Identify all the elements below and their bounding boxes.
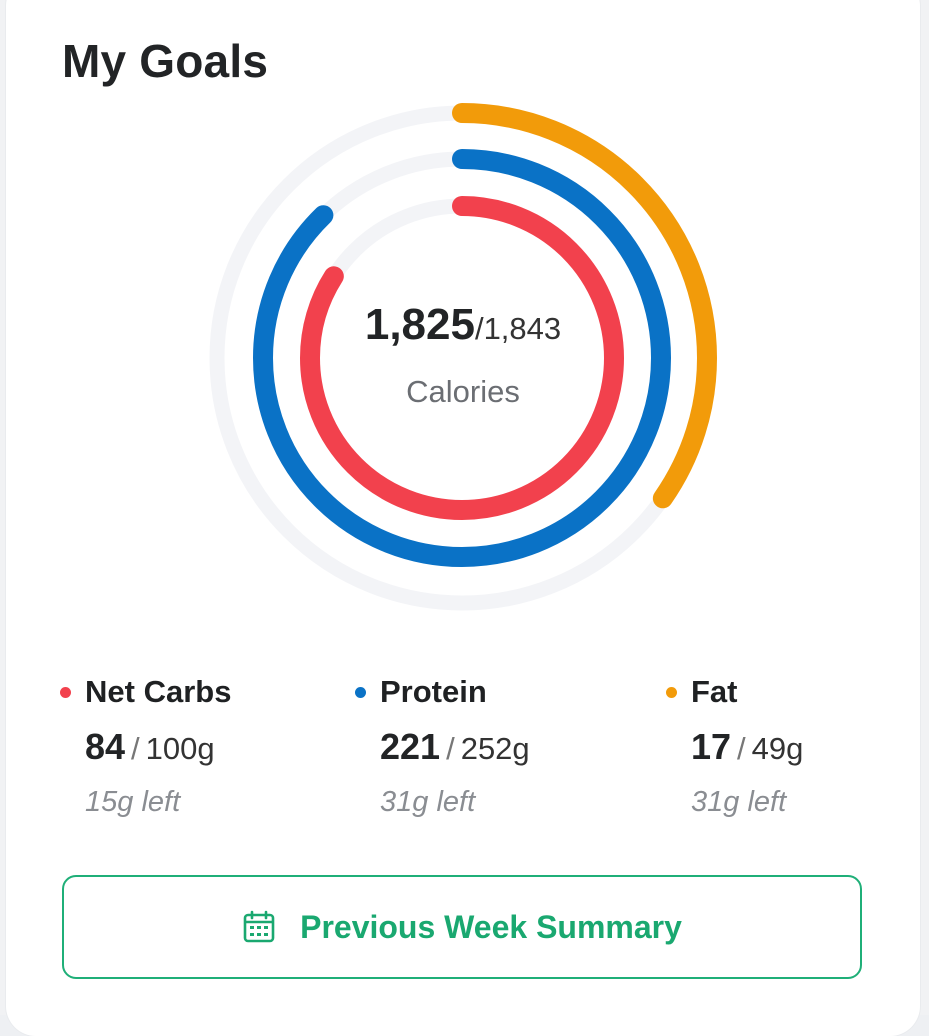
macro-amount: 84 xyxy=(85,726,126,767)
fat-ring xyxy=(207,103,717,613)
macro-remaining: 31g left xyxy=(691,786,787,818)
calories-label: Calories xyxy=(406,374,520,409)
macro-amount: 17 xyxy=(691,726,732,767)
macro-name: Net Carbs xyxy=(85,674,232,709)
calories-goal: /1,843 xyxy=(474,311,562,346)
fat-dot-icon xyxy=(666,686,677,698)
macro-name: Protein xyxy=(380,674,487,709)
macro-remaining: 31g left xyxy=(380,786,476,818)
macro-net-carbs: Net Carbs 84/100g 15g left xyxy=(60,672,231,819)
calories-eaten: 1,825 xyxy=(364,300,475,349)
macro-goal: 49g xyxy=(751,731,804,766)
previous-week-summary-button[interactable]: Previous Week Summary xyxy=(62,875,862,979)
net-carbs-ring xyxy=(300,196,624,520)
macro-protein: Protein 221/252g 31g left xyxy=(355,672,530,819)
macro-remaining: 15g left xyxy=(85,786,181,818)
protein-ring xyxy=(253,149,671,567)
macro-separator: / xyxy=(446,731,455,766)
protein-dot-icon xyxy=(355,686,366,698)
net-carbs-dot-icon xyxy=(60,686,71,698)
macro-goal: 100g xyxy=(145,731,215,766)
macro-values: 17/49g xyxy=(691,726,803,770)
macro-separator: / xyxy=(737,731,746,766)
macro-fat: Fat 17/49g 31g left xyxy=(666,672,803,819)
previous-week-summary-label: Previous Week Summary xyxy=(300,908,682,945)
macro-amount: 221 xyxy=(380,726,441,767)
card-title: My Goals xyxy=(62,35,269,87)
macro-values: 84/100g xyxy=(85,726,231,770)
macro-goal: 252g xyxy=(460,731,530,766)
macro-name: Fat xyxy=(691,674,738,709)
macro-rings xyxy=(207,103,717,613)
calendar-icon xyxy=(242,910,276,944)
macro-separator: / xyxy=(131,731,140,766)
macro-values: 221/252g xyxy=(380,726,530,770)
calories-value: 1,825/1,843 xyxy=(263,300,663,350)
